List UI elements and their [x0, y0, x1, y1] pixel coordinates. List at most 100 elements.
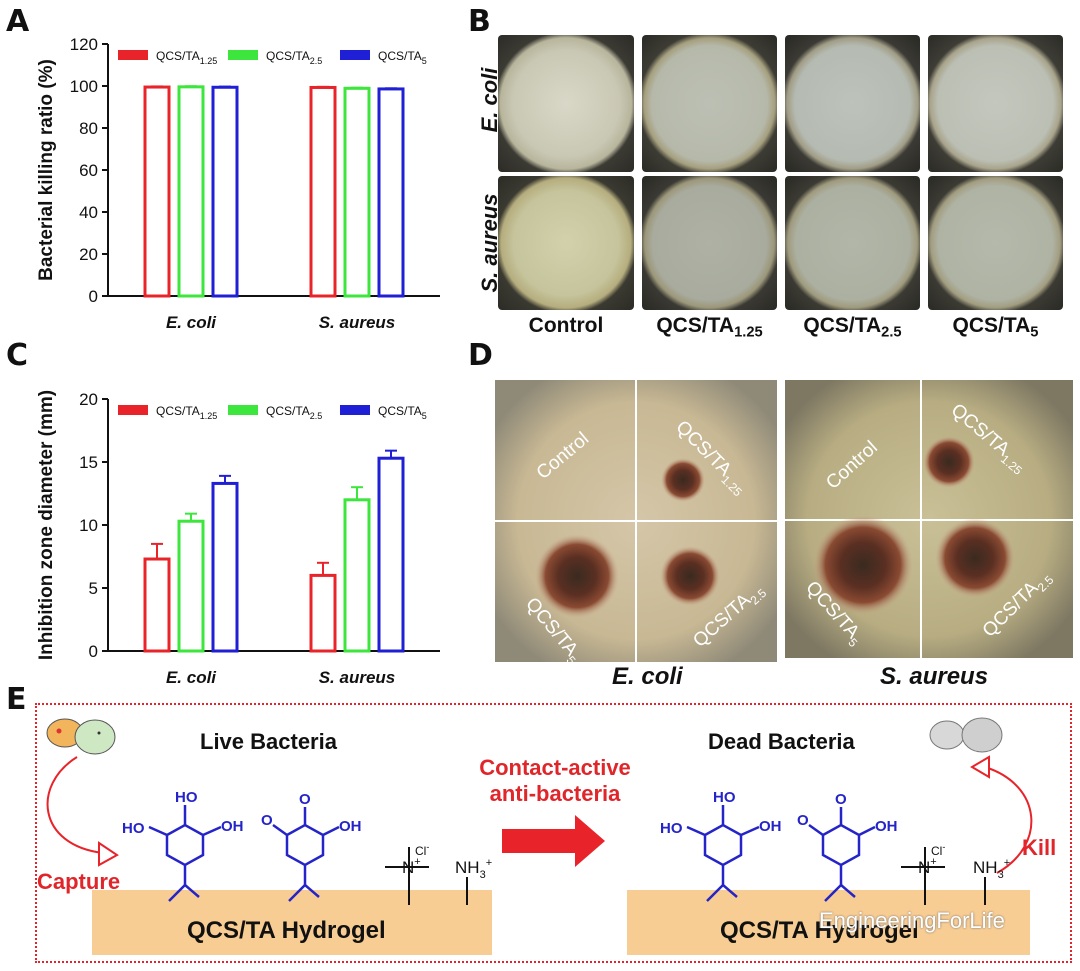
- c-legend-swatch: [228, 405, 258, 415]
- dead-bacteria-title: Dead Bacteria: [708, 729, 855, 754]
- c-legend-label: QCS/TA5: [378, 404, 427, 421]
- live-bacteria-title: Live Bacteria: [200, 729, 337, 754]
- a-legend-swatch: [118, 50, 148, 60]
- ho-side-right: HO: [660, 820, 683, 837]
- col-label-qcs5: QCS/TA5: [952, 314, 1039, 341]
- c-ylabel: Inhibition zone diameter (mm): [36, 390, 57, 660]
- capture-arrow-icon: [46, 756, 104, 854]
- plate-ecoli-qcs125: [642, 35, 777, 172]
- oh-left-2: OH: [339, 818, 362, 835]
- c-category-label: S. aureus: [319, 668, 396, 687]
- watermark: EngineeringForLife: [819, 908, 1005, 933]
- c-bar: [309, 573, 337, 653]
- live-bacteria-icon: [46, 718, 116, 755]
- oh-left: OH: [221, 818, 244, 835]
- o-top-right: O: [835, 791, 847, 808]
- contact-active-text: Contact-active anti-bacteria: [479, 755, 631, 806]
- zone-saureus-25: [935, 518, 1015, 598]
- kill-arrow-icon: [984, 766, 1033, 874]
- a-legend-swatch: [340, 50, 370, 60]
- a-bar: [143, 85, 171, 298]
- quinone-left: [272, 807, 340, 902]
- a-bar: [177, 85, 205, 298]
- hydrogel-slab-left: [92, 890, 492, 955]
- plate-saureus-qcs5: [928, 176, 1063, 310]
- a-legend-label: QCS/TA2.5: [266, 49, 322, 66]
- panel-e-mechanism: QCS/TA Hydrogel QCS/TA Hydrogel Live Bac…: [35, 703, 1072, 963]
- c-bar: [343, 498, 371, 653]
- col-label-qcs25: QCS/TA2.5: [803, 314, 902, 341]
- a-ytick-label: 20: [79, 245, 98, 264]
- quat-amine-right: [901, 847, 945, 905]
- oh-right: OH: [759, 818, 782, 835]
- c-legend-label: QCS/TA2.5: [266, 404, 322, 421]
- a-legend-swatch: [228, 50, 258, 60]
- cl-right: Cl-: [931, 842, 945, 858]
- zone-ecoli-25: [660, 546, 720, 606]
- panel-label-d: D: [468, 338, 493, 373]
- plate-saureus-qcs25: [785, 176, 920, 310]
- c-legend-label: QCS/TA1.25: [156, 404, 217, 421]
- hydrogel-label-right: QCS/TA Hydrogel: [720, 917, 919, 944]
- cl-left: Cl-: [415, 842, 429, 858]
- mechanism-drawing: HO HO OH O O OH HO HO OH O O OH N+ Cl- N…: [46, 717, 1033, 905]
- a-ytick-label: 60: [79, 161, 98, 180]
- c-bar: [143, 557, 171, 653]
- zone-ecoli-5: [535, 534, 619, 618]
- panel-b-plates: E. coli S. aureus Control QCS/TA1.25 QCS…: [470, 30, 1075, 370]
- n-left: N+: [402, 856, 421, 877]
- c-bar: [211, 481, 239, 653]
- killing-ratio-chart: 0 20 40 60 80 100 120 Bacterial killing ratio (…: [36, 35, 440, 332]
- c-legend-swatch: [340, 405, 370, 415]
- a-ytick-label: 120: [70, 35, 98, 54]
- a-ytick-label: 80: [79, 119, 98, 138]
- c-ytick-label: 20: [79, 390, 98, 409]
- process-arrow-icon: [502, 815, 605, 867]
- capture-label: Capture: [37, 869, 121, 894]
- zone-ecoli-125: [661, 458, 705, 502]
- a-category-label: S. aureus: [319, 313, 396, 332]
- col-label-qcs125: QCS/TA1.25: [656, 314, 763, 341]
- nh3-right: NH3+: [973, 857, 1010, 881]
- catechol-right: [686, 805, 760, 902]
- a-bar: [343, 86, 371, 298]
- plate-ecoli-control: [498, 35, 634, 172]
- zone-saureus-5: [813, 515, 913, 615]
- d-label-saureus: S. aureus: [880, 663, 989, 690]
- col-label-control: Control: [528, 314, 604, 337]
- a-bar: [211, 85, 239, 298]
- o-top-left: O: [299, 791, 311, 808]
- quat-amine-left: [385, 847, 429, 905]
- a-ytick-label: 100: [70, 77, 98, 96]
- quinone-right: [808, 807, 876, 902]
- ho-top-left: HO: [175, 789, 198, 806]
- a-legend-label: QCS/TA5: [378, 49, 427, 66]
- panel-d-zones: Control QCS/TA1.25 QCS/TA5 QCS/TA2.5 Con…: [495, 380, 1073, 668]
- catechol-left: [148, 805, 222, 902]
- o-side-right: O: [797, 812, 809, 829]
- a-bar: [309, 85, 337, 298]
- a-ytick-label: 40: [79, 203, 98, 222]
- d-label-ecoli: E. coli: [612, 663, 683, 690]
- plate-ecoli-qcs5: [928, 35, 1063, 172]
- n-right: N+: [918, 856, 937, 877]
- panel-label-e: E: [6, 682, 27, 717]
- a-ylabel: Bacterial killing ratio (%): [36, 59, 57, 281]
- a-category-label: E. coli: [166, 313, 217, 332]
- hydrogel-slab-right: [627, 890, 1030, 955]
- c-ytick-label: 0: [89, 642, 98, 661]
- plate-saureus-qcs125: [642, 176, 777, 310]
- a-legend-label: QCS/TA1.25: [156, 49, 217, 66]
- oh-right-2: OH: [875, 818, 898, 835]
- panel-label-a: A: [6, 4, 30, 39]
- plate-saureus-control: [498, 176, 634, 310]
- dead-bacteria-icon: [929, 717, 1003, 753]
- a-bar: [377, 87, 405, 298]
- panel-label-c: C: [6, 338, 29, 373]
- c-bar: [177, 519, 205, 653]
- ho-top-right: HO: [713, 789, 736, 806]
- nh3-left: NH3+: [455, 857, 492, 881]
- c-ytick-label: 15: [79, 453, 98, 472]
- ho-side-left: HO: [122, 820, 145, 837]
- plate-ecoli-qcs25: [785, 35, 920, 172]
